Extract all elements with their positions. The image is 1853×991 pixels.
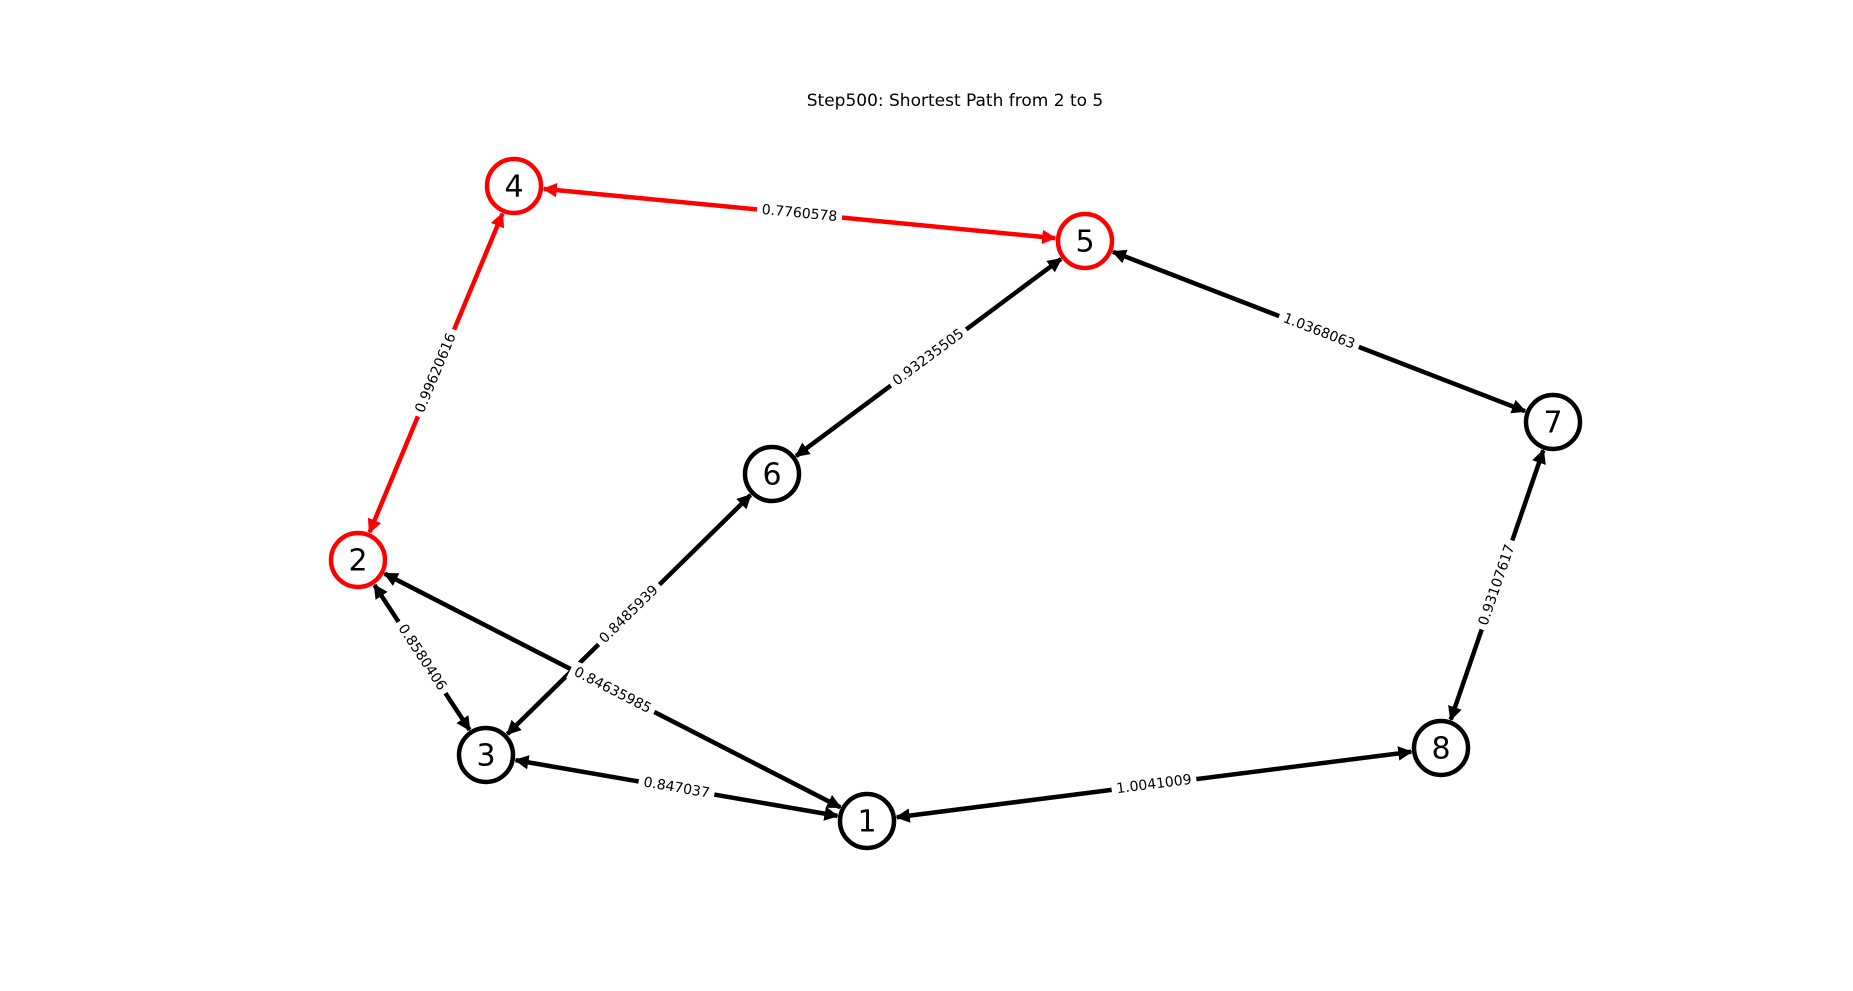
edge-weight-background (756, 199, 843, 228)
node-label: 3 (476, 739, 495, 774)
node-label: 2 (348, 544, 367, 579)
edge-weight-5-7: 1.0368063 (1275, 306, 1363, 357)
edges-layer (367, 182, 1546, 823)
node-circle (328, 530, 388, 590)
node-circle (456, 725, 516, 785)
node-circle (1411, 718, 1471, 778)
node-label: 1 (857, 805, 876, 840)
edge-weight-background (636, 771, 717, 805)
edge-weight-background (884, 321, 973, 394)
edge-weight-2-3: 0.8580406 (390, 616, 454, 699)
node-circle (742, 444, 802, 504)
edge-weight-2-4: 0.99620616 (408, 325, 464, 421)
edge-weight-background (1472, 537, 1522, 633)
edge-weight-label: 0.84635985 (571, 664, 654, 717)
node-4: 4 (484, 156, 544, 216)
node-1: 1 (837, 791, 897, 851)
edge-weight-label: 0.99620616 (412, 331, 459, 415)
edge-weight-background (591, 577, 667, 652)
edge-weight-label: 0.8580406 (395, 621, 450, 693)
edge-weight-2-1: 0.84635985 (566, 660, 659, 721)
node-circle (484, 156, 544, 216)
edge-weight-background (1110, 769, 1198, 800)
node-label: 7 (1543, 406, 1562, 441)
node-label: 5 (1075, 225, 1094, 260)
node-label: 8 (1431, 732, 1450, 767)
node-label: 6 (762, 458, 781, 493)
node-8: 8 (1411, 718, 1471, 778)
node-7: 7 (1523, 392, 1583, 452)
edge-labels-layer: 0.7760578 0.99620616 0.93235505 1.0368063 0.… (390, 199, 1522, 805)
chart-title: Step500: Shortest Path from 2 to 5 (807, 91, 1104, 111)
edge-weight-4-5: 0.7760578 (756, 199, 843, 228)
edge-weight-8-7: 0.93107617 (1472, 537, 1522, 633)
node-circle (1055, 211, 1115, 271)
nodes-layer: 1 2 3 4 5 6 7 8 (328, 156, 1583, 851)
node-circle (1523, 392, 1583, 452)
node-2: 2 (328, 530, 388, 590)
node-label: 4 (504, 170, 523, 205)
edge-weight-6-5: 0.93235505 (884, 321, 973, 394)
node-3: 3 (456, 725, 516, 785)
edge-weight-label: 0.8485939 (596, 582, 661, 646)
edge-weight-3-6: 0.8485939 (591, 577, 667, 652)
edge-weight-background (408, 325, 464, 421)
edge-weight-background (1275, 306, 1363, 357)
edge-weight-background (390, 616, 454, 699)
edge-weight-background (566, 660, 659, 721)
node-5: 5 (1055, 211, 1115, 271)
edge-weight-label: 0.7760578 (761, 202, 838, 225)
edge-weight-3-1: 0.847037 (636, 771, 717, 805)
node-6: 6 (742, 444, 802, 504)
edge-weight-1-8: 1.0041009 (1110, 769, 1198, 800)
edge-weight-label: 0.93235505 (890, 326, 967, 389)
node-circle (837, 791, 897, 851)
